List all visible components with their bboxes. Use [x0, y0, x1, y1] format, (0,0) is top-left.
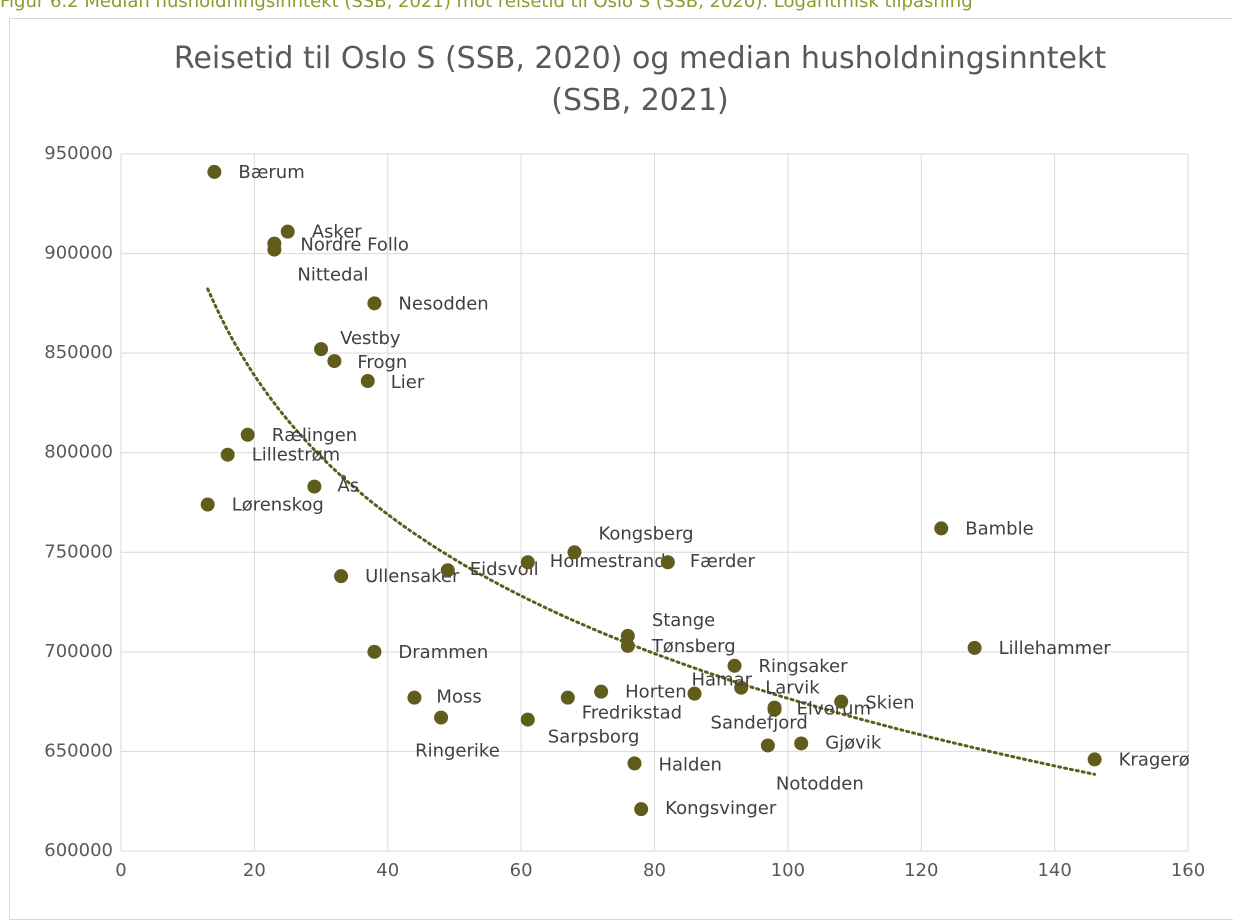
point-label: Drammen [398, 642, 488, 663]
point [620, 638, 635, 653]
x-tick-label: 160 [1171, 860, 1205, 881]
y-tick-label: 650000 [44, 740, 113, 761]
point [620, 628, 635, 643]
point [627, 756, 642, 771]
point [407, 690, 422, 705]
point [220, 447, 235, 462]
y-tick-label: 600000 [44, 840, 113, 861]
point [934, 521, 949, 536]
point [660, 555, 675, 570]
point [327, 354, 342, 369]
x-tick-label: 120 [904, 860, 938, 881]
point-label: Lillehammer [999, 638, 1112, 659]
point-label: Fredrikstad [582, 703, 682, 724]
point-label: Sarpsborg [548, 727, 640, 748]
x-tick-label: 100 [771, 860, 805, 881]
y-tick-label: 800000 [44, 442, 113, 463]
trendline [206, 287, 1097, 776]
point-label: Ullensaker [365, 566, 460, 587]
point-label: Larvik [765, 678, 820, 699]
point [760, 738, 775, 753]
point-label: Vestby [340, 328, 401, 349]
point [520, 555, 535, 570]
point [240, 427, 255, 442]
point-label: Nesodden [398, 293, 488, 314]
point-label: Tønsberg [651, 636, 736, 657]
point [367, 644, 382, 659]
point-label: Nittedal [297, 265, 368, 286]
point-label: Skien [865, 693, 914, 714]
point-label: Moss [436, 687, 481, 708]
point-label: Nordre Follo [300, 235, 409, 256]
point-label: Bamble [965, 518, 1033, 539]
x-tick-label: 60 [510, 860, 533, 881]
point [594, 684, 609, 699]
point [360, 374, 375, 389]
point-label: Lillestrøm [252, 445, 341, 466]
point [434, 710, 449, 725]
point [560, 690, 575, 705]
point [734, 680, 749, 695]
point-label: Sandefjord [711, 713, 808, 734]
point [687, 686, 702, 701]
point [634, 802, 649, 817]
point [307, 479, 322, 494]
point [834, 694, 849, 709]
point-label: Frogn [357, 352, 407, 373]
y-tick-label: 850000 [44, 342, 113, 363]
y-tick-label: 750000 [44, 541, 113, 562]
point-label: Kragerø [1119, 749, 1190, 770]
point-label: Kongsberg [598, 523, 693, 544]
point-label: Ringsaker [759, 656, 849, 677]
point [334, 569, 349, 584]
point [440, 563, 455, 578]
point-label: Lier [391, 372, 425, 393]
point-label: Gjøvik [825, 732, 882, 753]
point-label: Holmestrand [550, 551, 666, 572]
point [967, 640, 982, 655]
point [367, 296, 382, 311]
point [794, 736, 809, 751]
point-label: Halden [658, 754, 721, 775]
caption: Figur 6.2 Median husholdningsinntekt (SS… [0, 0, 973, 12]
point [567, 545, 582, 560]
point-label: Kongsvinger [665, 798, 777, 819]
y-tick-label: 950000 [44, 143, 113, 164]
point [207, 164, 222, 179]
point-label: Ringerike [415, 741, 500, 762]
point [200, 497, 215, 512]
x-tick-label: 80 [643, 860, 666, 881]
y-tick-label: 900000 [44, 243, 113, 264]
point-label: Notodden [776, 773, 864, 794]
point [267, 242, 282, 257]
point-label: Asker [312, 222, 363, 243]
y-tick-label: 700000 [44, 641, 113, 662]
x-tick-label: 140 [1037, 860, 1071, 881]
point-label: Bærum [238, 162, 304, 183]
point-label: Lørenskog [232, 494, 324, 515]
point-label: Ås [337, 475, 359, 497]
point-label: Horten [625, 682, 687, 703]
point [280, 224, 295, 239]
point [767, 702, 782, 717]
point [314, 342, 329, 357]
x-tick-label: 20 [243, 860, 266, 881]
point [1087, 752, 1102, 767]
point-label: Færder [690, 551, 756, 572]
chart-title: Reisetid til Oslo S (SSB, 2020) og media… [173, 41, 1107, 118]
point-label: Elverum [797, 699, 871, 720]
point-label: Rælingen [272, 425, 358, 446]
point [520, 712, 535, 727]
x-tick-label: 40 [376, 860, 399, 881]
point [727, 658, 742, 673]
point-label: Stange [652, 610, 715, 631]
point-label: Hamar [692, 670, 753, 691]
x-tick-label: 0 [115, 860, 126, 881]
